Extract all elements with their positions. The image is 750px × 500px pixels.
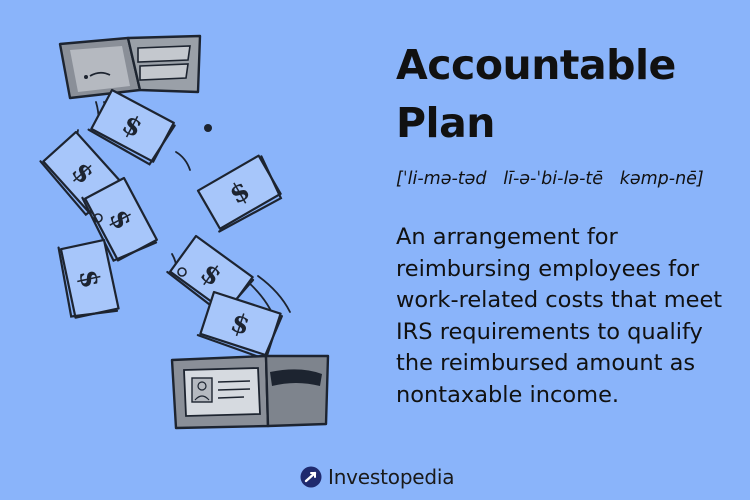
term-definition: An arrangement for reimbursing employees… — [396, 224, 723, 408]
dollar-bill-icon — [195, 153, 286, 235]
investopedia-logo-icon — [300, 466, 322, 488]
term-pronunciation: [ˈli-mə-təd lī-ə-ˈbi-lə-tē kəmp-nē] — [396, 169, 704, 189]
dollar-bill-icon — [86, 87, 177, 168]
wallet-with-id-card-icon — [170, 354, 330, 430]
brand-footer: Investopedia — [300, 462, 455, 492]
dollar-bill-icon — [196, 290, 284, 361]
wallet-icon — [58, 34, 202, 100]
illustration-money-flying-between-wallets: $ — [37, 34, 330, 430]
decorative-dot — [177, 267, 187, 277]
term-title: Accountable Plan — [396, 41, 676, 147]
decorative-dot — [93, 213, 103, 223]
brand-name: Investopedia — [328, 465, 455, 489]
decorative-dot — [204, 124, 212, 132]
